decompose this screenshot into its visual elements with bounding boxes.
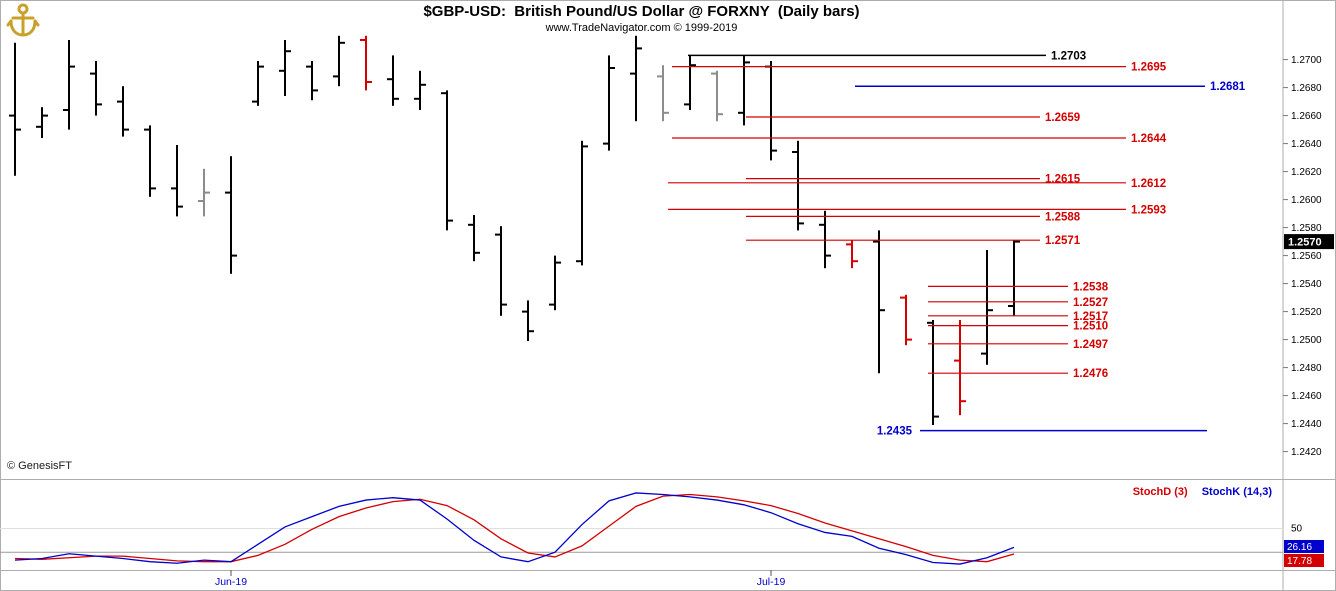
y-axis-tick-label: 1.2500 — [1291, 335, 1322, 346]
current-price-box — [1284, 234, 1334, 250]
y-axis-tick-label: 1.2700 — [1291, 55, 1322, 66]
price-level-label: 1.2527 — [1073, 297, 1108, 309]
genesis-anchor-logo — [5, 2, 41, 45]
x-axis-month-label: Jul-19 — [757, 576, 786, 588]
y-axis-tick-label: 1.2480 — [1291, 363, 1322, 374]
price-level-label: 1.2476 — [1073, 368, 1108, 380]
price-level-label: 1.2510 — [1073, 321, 1108, 333]
price-level-label: 1.2659 — [1045, 112, 1080, 124]
stoch-k-value-box — [1284, 540, 1324, 553]
chart-title: $GBP-USD: British Pound/US Dollar @ FORX… — [423, 3, 860, 20]
stoch-d-legend-label: StochD (3) — [1132, 486, 1188, 498]
price-level-label: 1.2571 — [1045, 235, 1081, 247]
y-axis-tick-label: 1.2640 — [1291, 139, 1322, 150]
stoch-mid-label: 50 — [1291, 524, 1303, 535]
x-axis-month-label: Jun-19 — [215, 576, 247, 588]
y-axis-tick-label: 1.2680 — [1291, 83, 1322, 94]
stoch-k-value: 26.16 — [1287, 542, 1312, 553]
price-level-label: 1.2703 — [1051, 50, 1086, 62]
price-level-label: 1.2644 — [1131, 133, 1167, 145]
price-level-label: 1.2681 — [1210, 81, 1246, 93]
price-level-label: 1.2517 — [1073, 311, 1108, 323]
y-axis-tick-label: 1.2600 — [1291, 195, 1322, 206]
stoch-k-line — [14, 492, 1015, 565]
price-level-label: 1.2435 — [877, 426, 913, 438]
price-level-label: 1.2538 — [1073, 281, 1109, 293]
y-axis-tick-label: 1.2560 — [1291, 251, 1322, 262]
y-axis-tick-label: 1.2620 — [1291, 167, 1322, 178]
price-level-label: 1.2612 — [1131, 178, 1166, 190]
stoch-d-line — [14, 493, 1015, 563]
y-axis-tick-label: 1.2520 — [1291, 307, 1322, 318]
y-axis-tick-label: 1.2440 — [1291, 419, 1322, 430]
stoch-d-value: 17.78 — [1287, 556, 1312, 567]
y-axis-tick-label: 1.2460 — [1291, 391, 1322, 402]
price-level-label: 1.2695 — [1131, 62, 1167, 74]
y-axis-tick-label: 1.2660 — [1291, 111, 1322, 122]
price-level-label: 1.2615 — [1045, 174, 1081, 186]
price-level-label: 1.2497 — [1073, 339, 1108, 351]
price-level-label: 1.2593 — [1131, 204, 1166, 216]
chart-subtitle: www.TradeNavigator.com © 1999-2019 — [545, 22, 738, 34]
current-price-value: 1.2570 — [1288, 237, 1322, 249]
y-axis-tick-label: 1.2580 — [1291, 223, 1322, 234]
y-axis-tick-label: 1.2420 — [1291, 447, 1322, 458]
stochastic-legend: StochD (3) StochK (14,3) — [1133, 486, 1272, 498]
stoch-k-legend-label: StochK (14,3) — [1201, 486, 1272, 498]
stoch-d-value-box — [1284, 554, 1324, 567]
anchor-icon — [6, 3, 40, 37]
y-axis-tick-label: 1.2540 — [1291, 279, 1322, 290]
genesisft-watermark: © GenesisFT — [7, 460, 72, 472]
price-level-label: 1.2588 — [1045, 211, 1081, 223]
